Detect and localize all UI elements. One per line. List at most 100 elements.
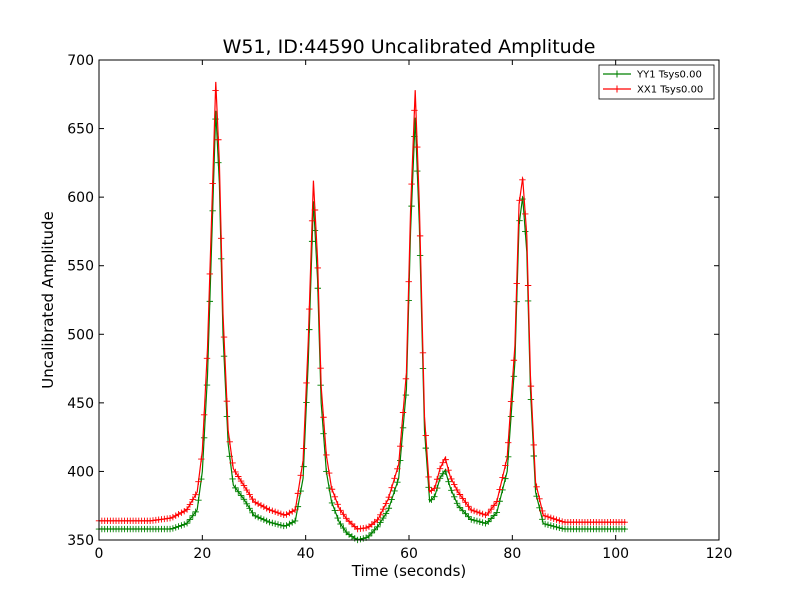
data-point-marker [186, 516, 194, 523]
series-layer [95, 81, 628, 544]
data-point-marker [200, 411, 208, 419]
data-point-marker [516, 217, 523, 224]
data-point-marker [391, 475, 398, 482]
data-point-marker [257, 515, 265, 522]
data-point-marker [522, 228, 529, 235]
data-point-marker [323, 451, 330, 459]
data-point-marker [235, 488, 242, 495]
data-point-marker [539, 507, 546, 515]
data-point-marker [283, 522, 290, 529]
data-point-marker [172, 512, 179, 519]
series-1 [95, 81, 628, 533]
y-tick-label: 350 [67, 533, 94, 549]
data-point-marker [428, 496, 435, 503]
x-axis-label: Time (seconds) [351, 562, 467, 580]
data-point-marker [416, 232, 424, 240]
data-point-marker [547, 514, 555, 521]
data-point-marker [431, 493, 438, 500]
data-point-marker [195, 497, 202, 504]
data-point-marker [317, 364, 324, 372]
data-point-marker [388, 484, 395, 491]
data-point-marker [334, 514, 341, 522]
data-point-marker [507, 398, 515, 405]
x-tick-label: 40 [297, 546, 315, 562]
data-point-marker [505, 439, 512, 446]
data-point-marker [516, 197, 523, 204]
data-point-marker [362, 524, 370, 532]
data-point-marker [397, 442, 404, 450]
data-point-marker [550, 515, 557, 522]
data-point-marker [246, 505, 253, 512]
data-point-marker [232, 484, 239, 492]
data-point-marker [397, 457, 404, 464]
data-point-marker [274, 521, 282, 528]
data-point-marker [385, 493, 393, 501]
data-point-marker [550, 523, 557, 530]
data-point-marker [203, 355, 211, 362]
data-point-marker [513, 280, 520, 287]
legend: YY1 Tsys0.00 XX1 Tsys0.00 [598, 64, 715, 100]
data-point-marker [448, 487, 455, 494]
data-point-marker [485, 518, 492, 525]
data-point-marker [476, 509, 483, 517]
data-point-marker [220, 353, 228, 360]
data-point-marker [269, 507, 276, 515]
data-point-marker [311, 206, 319, 214]
data-point-marker [286, 520, 293, 528]
data-point-marker [394, 479, 401, 486]
data-point-marker [209, 180, 216, 187]
data-point-marker [536, 495, 543, 503]
data-point-marker [223, 397, 231, 405]
data-point-marker [414, 167, 421, 175]
data-point-marker [260, 503, 268, 511]
data-point-marker [621, 518, 628, 526]
data-point-marker [291, 517, 299, 525]
data-point-marker [462, 499, 469, 506]
data-point-marker [527, 382, 535, 390]
data-point-marker [328, 499, 336, 507]
data-point-marker [183, 520, 191, 527]
data-point-marker [556, 524, 563, 531]
y-axis-label: Uncalibrated Amplitude [39, 211, 57, 388]
data-point-marker [337, 520, 344, 528]
data-point-marker [493, 498, 501, 505]
data-point-marker [439, 459, 447, 466]
data-point-marker [286, 509, 293, 517]
data-point-marker [340, 524, 347, 532]
data-point-marker [485, 509, 492, 517]
data-point-marker [558, 518, 566, 525]
data-point-marker [487, 505, 495, 513]
data-point-marker [306, 305, 313, 313]
data-point-marker [394, 465, 401, 473]
data-point-marker [507, 413, 515, 420]
data-point-marker [175, 511, 182, 518]
data-point-marker [459, 495, 466, 502]
data-point-marker [414, 143, 421, 151]
data-point-marker [465, 513, 472, 520]
data-point-marker [192, 491, 199, 498]
data-point-marker [371, 526, 378, 534]
data-point-marker [408, 202, 415, 210]
data-point-marker [271, 520, 279, 527]
data-point-marker [468, 506, 475, 514]
data-point-marker [215, 136, 222, 143]
data-point-marker [209, 207, 216, 215]
data-point-marker [470, 517, 478, 524]
data-point-marker [445, 466, 452, 474]
data-point-marker [425, 473, 432, 481]
data-point-marker [277, 510, 285, 518]
data-point-marker [479, 510, 486, 518]
data-point-marker [547, 522, 555, 529]
data-point-marker [303, 399, 310, 406]
data-point-marker [206, 270, 214, 278]
data-point-marker [379, 505, 387, 513]
data-point-marker [419, 349, 427, 356]
data-point-marker [558, 525, 566, 532]
data-point-marker [459, 507, 466, 514]
ticks-layer: 0 20 40 60 80 100 120 350 400 450 500 550 600 650 700 [67, 53, 732, 562]
data-point-marker [340, 511, 347, 518]
data-point-marker [254, 500, 262, 507]
data-point-marker [166, 515, 174, 522]
data-point-marker [178, 522, 185, 529]
